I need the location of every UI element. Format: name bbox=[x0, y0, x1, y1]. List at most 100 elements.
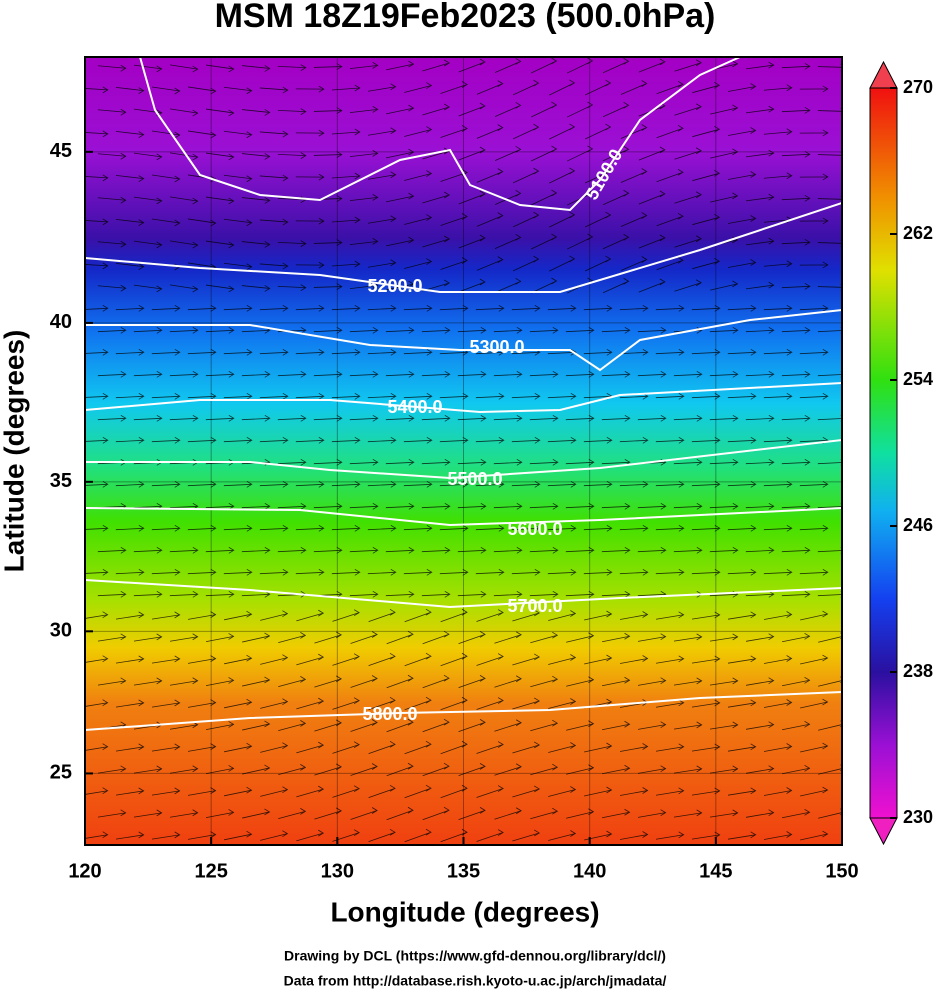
wind-arrow bbox=[529, 590, 559, 598]
wind-arrow bbox=[242, 764, 271, 775]
wind-arrow bbox=[656, 124, 684, 139]
wind-arrow bbox=[205, 590, 235, 598]
wind-arrow bbox=[169, 196, 199, 205]
wind-arrow bbox=[85, 218, 109, 226]
wind-arrow bbox=[476, 256, 504, 271]
wind-arrow bbox=[85, 304, 109, 312]
wind-arrow bbox=[332, 785, 360, 798]
wind-arrow bbox=[367, 127, 397, 136]
wind-arrow bbox=[512, 741, 541, 754]
wind-arrow bbox=[223, 348, 253, 356]
wind-arrow bbox=[656, 212, 684, 227]
wind-arrow bbox=[601, 502, 631, 510]
wind-arrow bbox=[295, 304, 325, 312]
wind-arrow bbox=[115, 348, 145, 356]
wind-arrow bbox=[440, 257, 468, 270]
wind-arrow bbox=[241, 502, 271, 510]
wind-arrow bbox=[259, 86, 289, 94]
wind-arrow bbox=[313, 414, 343, 422]
wind-arrow bbox=[421, 546, 451, 554]
wind-arrow bbox=[673, 721, 703, 730]
wind-arrow bbox=[277, 414, 307, 422]
wind-arrow bbox=[565, 326, 595, 334]
wind-arrow bbox=[709, 370, 739, 378]
wind-arrow bbox=[115, 787, 145, 796]
wind-arrow bbox=[151, 86, 181, 95]
wind-arrow bbox=[403, 568, 433, 576]
wind-arrow bbox=[295, 392, 325, 400]
wind-arrow bbox=[331, 84, 361, 92]
wind-arrow bbox=[295, 480, 325, 488]
wind-arrow bbox=[709, 765, 739, 774]
wind-arrow bbox=[385, 590, 415, 598]
wind-arrow bbox=[475, 568, 505, 576]
wind-arrow bbox=[494, 277, 522, 294]
wind-arrow bbox=[531, 57, 558, 74]
wind-arrow bbox=[511, 480, 541, 488]
wind-arrow bbox=[691, 524, 721, 532]
wind-arrow bbox=[745, 326, 775, 334]
wind-arrow bbox=[674, 235, 702, 248]
wind-arrow bbox=[763, 611, 793, 620]
wind-arrow bbox=[313, 502, 343, 510]
wind-arrow bbox=[548, 830, 577, 841]
wind-arrow bbox=[205, 414, 235, 422]
wind-arrow bbox=[799, 304, 829, 312]
wind-arrow bbox=[368, 652, 396, 667]
wind-arrow bbox=[494, 763, 522, 776]
wind-arrow bbox=[458, 102, 486, 117]
wind-arrow bbox=[602, 764, 631, 775]
wind-arrow bbox=[224, 698, 253, 709]
wind-arrow bbox=[782, 764, 811, 775]
wind-arrow bbox=[619, 787, 649, 796]
colorbar-tick-label: 262 bbox=[903, 223, 933, 243]
wind-arrow bbox=[782, 720, 811, 731]
wind-arrow bbox=[367, 83, 397, 92]
wind-arrow bbox=[85, 130, 109, 138]
wind-arrow bbox=[619, 304, 649, 312]
wind-arrow bbox=[224, 786, 253, 797]
wind-arrow bbox=[512, 79, 540, 96]
wind-arrow bbox=[637, 633, 667, 642]
wind-arrow bbox=[745, 765, 775, 774]
wind-arrow bbox=[422, 235, 451, 248]
wind-arrow bbox=[781, 546, 811, 554]
wind-arrow bbox=[763, 436, 793, 444]
wind-arrow bbox=[85, 86, 109, 94]
wind-arrow bbox=[367, 480, 397, 488]
wind-arrow bbox=[727, 831, 757, 840]
wind-arrow bbox=[151, 699, 181, 708]
wind-arrow bbox=[313, 63, 343, 70]
wind-arrow bbox=[745, 677, 775, 686]
wind-arrow bbox=[494, 189, 522, 206]
wind-arrow bbox=[637, 721, 667, 730]
wind-arrow bbox=[350, 807, 378, 820]
wind-arrow bbox=[349, 194, 379, 202]
wind-arrow bbox=[673, 458, 703, 466]
wind-arrow bbox=[727, 392, 757, 400]
wind-arrow bbox=[331, 480, 361, 488]
wind-arrow bbox=[799, 568, 829, 576]
wind-arrow bbox=[331, 524, 361, 532]
wind-arrow bbox=[512, 609, 541, 622]
wind-arrow bbox=[85, 348, 109, 356]
wind-arrow bbox=[782, 632, 811, 643]
colorbar-tick-label: 254 bbox=[903, 369, 933, 389]
wind-arrow bbox=[799, 348, 829, 356]
wind-arrow bbox=[187, 218, 217, 227]
wind-arrow bbox=[313, 107, 343, 114]
wind-arrow bbox=[386, 104, 415, 115]
wind-arrow bbox=[115, 304, 145, 312]
wind-arrow bbox=[85, 831, 109, 839]
wind-arrow bbox=[224, 830, 253, 841]
wind-arrow bbox=[151, 174, 181, 183]
wind-arrow bbox=[349, 150, 379, 158]
wind-arrow bbox=[133, 414, 163, 422]
wind-arrow bbox=[638, 234, 666, 249]
wind-arrow bbox=[295, 217, 325, 225]
colorbar-min-arrow bbox=[869, 817, 898, 846]
wind-arrow bbox=[242, 676, 271, 687]
wind-arrow bbox=[440, 125, 468, 138]
wind-arrow bbox=[115, 480, 145, 488]
wind-arrow bbox=[440, 784, 468, 799]
